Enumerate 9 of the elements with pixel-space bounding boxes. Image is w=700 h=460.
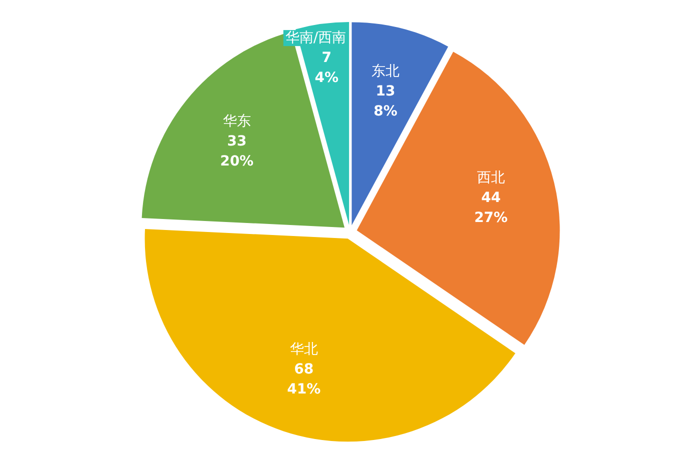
- slice-label: 华北: [290, 342, 318, 358]
- data-label: 68 41%: [287, 362, 321, 398]
- data-label: 44 27%: [474, 190, 508, 226]
- data-label: 13 8%: [374, 83, 398, 120]
- slice-label: 东北: [372, 63, 400, 80]
- slice-label: 西北: [476, 170, 505, 186]
- data-label: 33 20%: [220, 133, 254, 170]
- slice-label: 华东: [222, 113, 251, 130]
- data-label: 7 4%: [314, 50, 339, 86]
